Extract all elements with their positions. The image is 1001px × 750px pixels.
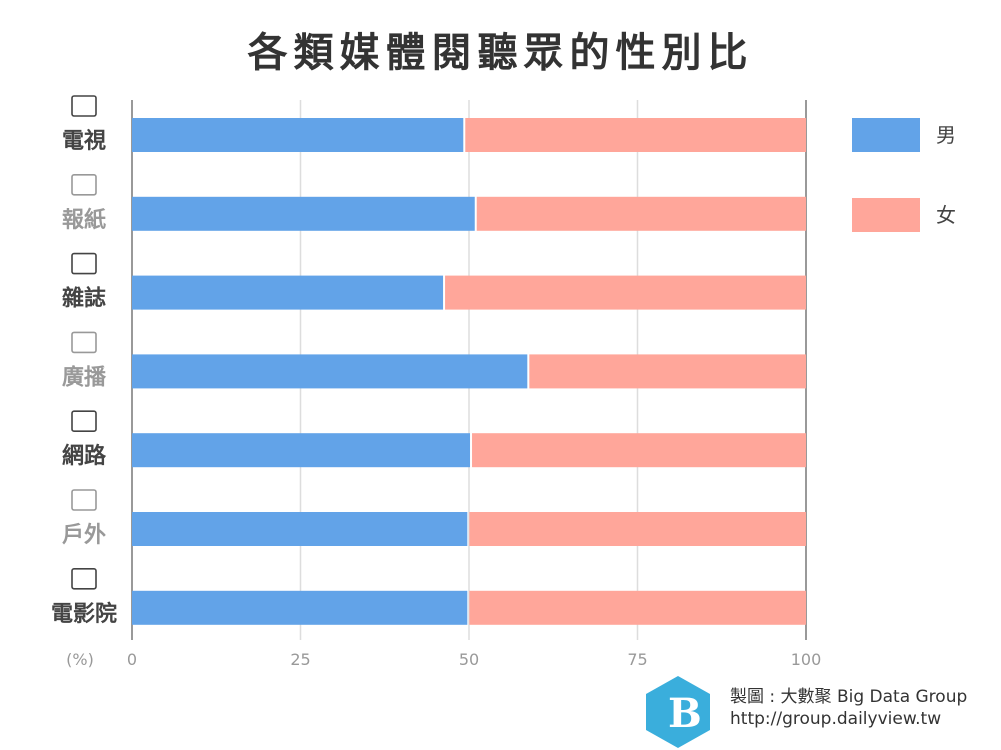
bar-male xyxy=(132,275,444,310)
x-tick-label: 100 xyxy=(791,650,822,669)
category-label: 報紙 xyxy=(62,207,106,233)
bar-male xyxy=(132,118,464,152)
outdoor-icon xyxy=(71,489,97,511)
credit-url[interactable]: http://group.dailyview.tw xyxy=(730,709,942,729)
category-label: 戶外 xyxy=(62,522,106,548)
legend-label: 女 xyxy=(936,203,956,227)
legend-label: 男 xyxy=(936,123,956,147)
x-tick-label: 25 xyxy=(290,650,310,669)
category-label: 電視 xyxy=(62,129,106,154)
legend-swatch-female xyxy=(852,198,920,232)
bar-female xyxy=(469,512,806,546)
bar-female xyxy=(472,433,806,468)
tv-icon xyxy=(71,95,97,117)
bar-female xyxy=(465,118,806,152)
x-tick-label: 50 xyxy=(459,650,479,669)
bar-male xyxy=(132,354,528,389)
bar-female xyxy=(476,196,806,231)
movie-camera-icon xyxy=(71,567,97,590)
bar-male xyxy=(132,196,475,231)
bar-male xyxy=(132,512,468,546)
bar-male xyxy=(132,590,468,625)
newspaper-icon xyxy=(71,174,97,196)
legend-swatch-male xyxy=(852,118,920,152)
category-label: 雜誌 xyxy=(62,286,106,312)
bar-female xyxy=(469,590,806,625)
category-label: 電影院 xyxy=(51,601,117,627)
credit-maker: 製圖 : 大數聚 Big Data Group xyxy=(730,687,968,707)
globe-icon xyxy=(71,410,97,433)
x-tick-label: 0 xyxy=(127,650,137,669)
bar-female xyxy=(529,354,806,389)
bar-male xyxy=(132,433,471,468)
bar-female xyxy=(445,275,806,310)
x-axis-unit: (%) xyxy=(66,650,94,669)
category-label: 廣播 xyxy=(62,364,107,390)
magazine-icon xyxy=(71,252,97,275)
credit: 製圖 : 大數聚 Big Data Group http://group.dai… xyxy=(730,686,967,730)
chart-title: 各類媒體閱聽眾的性別比 xyxy=(247,30,754,76)
category-label: 網路 xyxy=(62,443,107,469)
radio-icon xyxy=(71,331,97,354)
x-tick-label: 75 xyxy=(627,650,647,669)
